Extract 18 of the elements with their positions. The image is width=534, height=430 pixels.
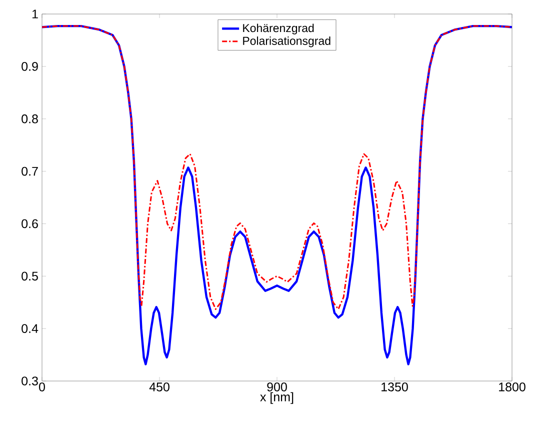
y-tick-label: 0.4 [22, 324, 38, 333]
x-tick-label: 0 [39, 382, 45, 392]
y-tick-label: 0.3 [22, 376, 38, 386]
y-tick-label: 0.9 [22, 62, 38, 71]
x-tick-label: 450 [149, 382, 170, 392]
line-series [42, 25, 512, 310]
y-tick-label: 0.7 [22, 166, 38, 176]
x-tick-label: 1800 [499, 382, 526, 392]
y-tick-label: 0.5 [22, 272, 38, 281]
legend-label: Kohärenzgrad [243, 24, 314, 34]
y-tick-label: 1 [32, 10, 38, 18]
x-axis-title: x [nm] [260, 392, 294, 404]
x-tick-label: 1350 [382, 382, 408, 392]
line-series [42, 24, 512, 366]
y-tick-label: 0.6 [22, 219, 38, 228]
x-tick-label: 900 [267, 382, 287, 392]
legend-label: Polarisationsgrad [243, 36, 330, 48]
y-tick-label: 0.8 [22, 114, 38, 124]
